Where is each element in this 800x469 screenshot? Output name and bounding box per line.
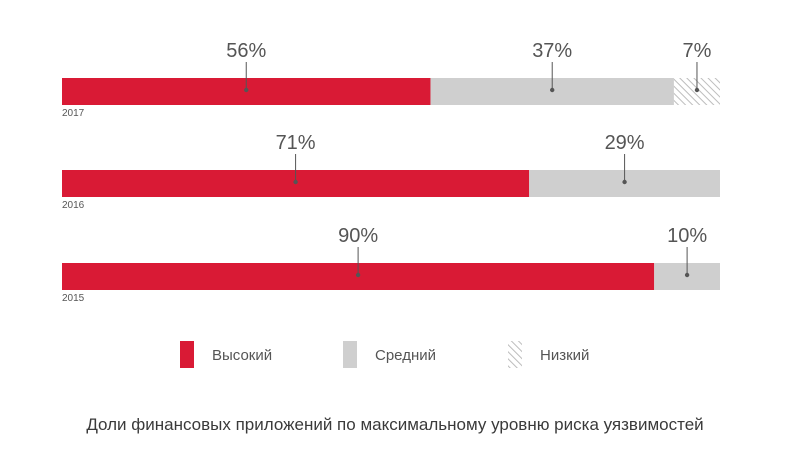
leader-dot-2017-series-1: [550, 87, 555, 93]
category-label-2015: 2015: [62, 293, 85, 304]
leader-dot-2016-series-0: [293, 179, 298, 185]
data-label-2017-series-2: 7%: [683, 40, 712, 62]
chart-title: Доли финансовых приложений по максимальн…: [86, 415, 703, 434]
legend-label-1: Средний: [375, 347, 436, 364]
data-label-2015-series-1: 10%: [667, 225, 707, 247]
category-label-2017: 2017: [62, 108, 85, 119]
data-label-2016-series-0: 71%: [276, 132, 316, 154]
data-label-2017-series-1: 37%: [532, 40, 572, 62]
legend-swatch-2: [508, 341, 522, 368]
legend: Высокий Средний Низкий: [180, 341, 589, 368]
legend-swatch-1: [343, 341, 357, 368]
data-label-2017-series-0: 56%: [226, 40, 266, 62]
leader-dot-2016-series-1: [622, 179, 627, 185]
legend-label-2: Низкий: [540, 347, 589, 364]
leader-dot-2015-series-0: [355, 272, 361, 278]
leader-dot-2017-series-2: [694, 87, 700, 93]
data-label-2015-series-0: 90%: [338, 225, 378, 247]
bars-group: 56% 37% 7% 2017 71% 29% 2016 90% 10% 2015: [62, 40, 720, 304]
category-label-2016: 2016: [62, 200, 85, 211]
legend-label-0: Высокий: [212, 347, 272, 364]
leader-dot-2015-series-1: [684, 272, 690, 278]
legend-swatch-0: [180, 341, 194, 368]
leader-dot-2017-series-0: [244, 87, 249, 93]
data-label-2016-series-1: 29%: [605, 132, 645, 154]
